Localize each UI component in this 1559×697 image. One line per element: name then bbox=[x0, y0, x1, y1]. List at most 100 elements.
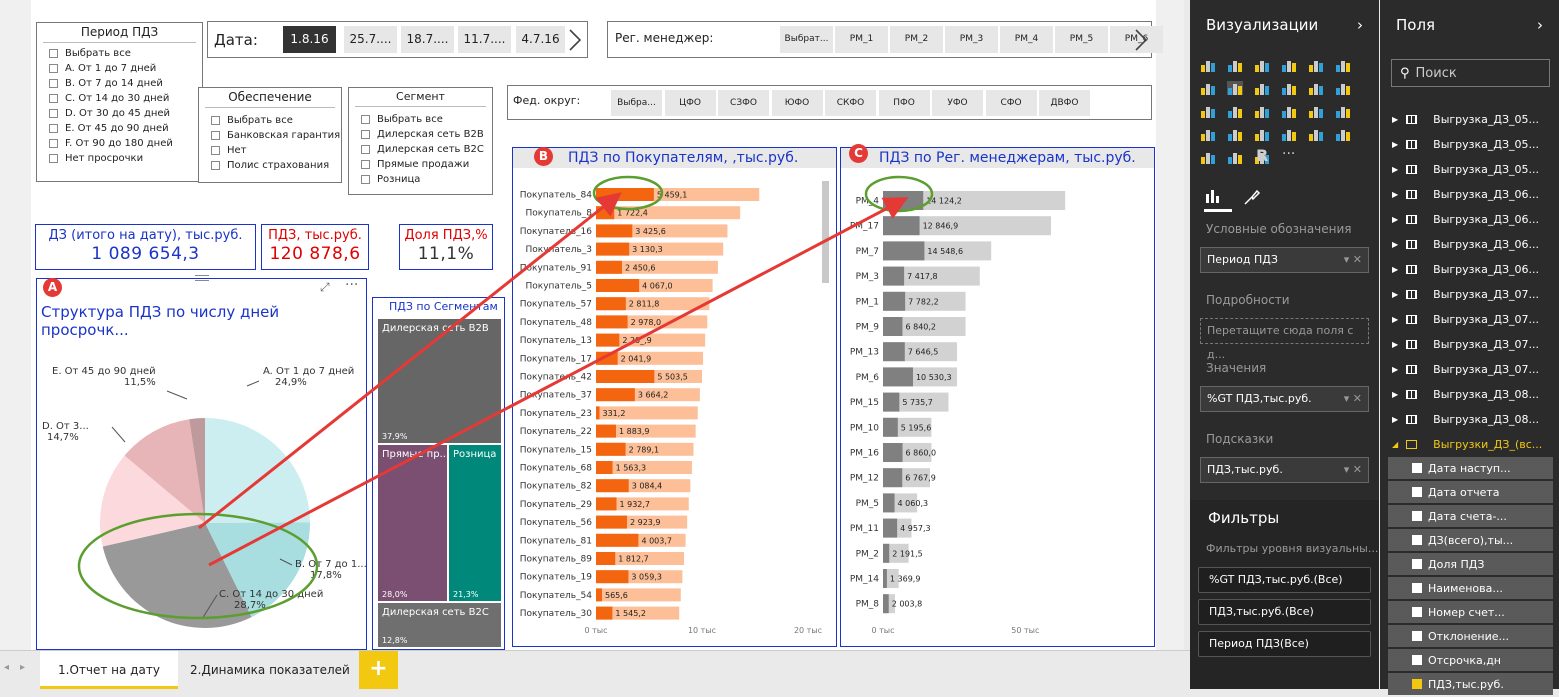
bar-value[interactable] bbox=[883, 468, 903, 488]
visualization-type-icon[interactable] bbox=[1200, 127, 1216, 141]
bar-value[interactable] bbox=[596, 461, 613, 474]
checkbox-icon[interactable] bbox=[361, 145, 370, 154]
filter-card[interactable]: %GT ПДЗ,тыс.руб.(Все) bbox=[1198, 567, 1371, 593]
visualization-type-icon[interactable] bbox=[1335, 58, 1351, 72]
bar-value[interactable] bbox=[596, 388, 635, 402]
tab-report-date[interactable]: 1.Отчет на дату bbox=[40, 651, 178, 689]
expand-arrow-icon[interactable]: ▶ bbox=[1392, 115, 1399, 124]
expand-arrow-icon[interactable]: ▶ bbox=[1392, 215, 1399, 224]
field-column[interactable]: ПДЗ,тыс.руб. bbox=[1388, 673, 1553, 695]
filter-card[interactable]: ПДЗ,тыс.руб.(Все) bbox=[1198, 599, 1371, 625]
expand-arrow-icon[interactable]: ▶ bbox=[1392, 190, 1399, 199]
treemap-tile[interactable]: Прямые пр... 28,0% bbox=[378, 445, 447, 601]
bar-value[interactable] bbox=[883, 417, 898, 437]
checkbox-icon[interactable] bbox=[49, 79, 58, 88]
bar-total[interactable] bbox=[883, 569, 899, 588]
chart-b-scrollbar[interactable] bbox=[822, 181, 829, 283]
manager-option[interactable]: PM_2 bbox=[890, 26, 943, 53]
visualization-type-icon[interactable] bbox=[1335, 104, 1351, 118]
field-table[interactable]: ▶ Выгрузка_ДЗ_06... bbox=[1380, 182, 1559, 207]
period-slicer-item[interactable]: F. От 90 до 180 дней bbox=[37, 136, 202, 151]
period-slicer-item[interactable]: D. От 30 до 45 дней bbox=[37, 106, 202, 121]
expand-arrow-icon[interactable]: ▶ bbox=[1392, 165, 1399, 174]
expand-arrow-icon[interactable]: ▶ bbox=[1392, 315, 1399, 324]
checkbox-icon[interactable] bbox=[49, 64, 58, 73]
bar-value[interactable] bbox=[883, 367, 913, 387]
district-option[interactable]: ДВФО bbox=[1039, 90, 1090, 116]
bar-value[interactable] bbox=[883, 241, 925, 261]
checkbox-icon[interactable] bbox=[49, 139, 58, 148]
field-table[interactable]: ▶ Выгрузка_ДЗ_08... bbox=[1380, 382, 1559, 407]
visualization-type-icon[interactable] bbox=[1281, 58, 1297, 72]
more-options-icon[interactable]: ··· bbox=[345, 277, 359, 293]
checkbox-icon[interactable] bbox=[1412, 535, 1422, 545]
bar-value[interactable] bbox=[596, 479, 629, 493]
expand-arrow-icon[interactable]: ▶ bbox=[1392, 290, 1399, 299]
bar-value[interactable] bbox=[596, 279, 640, 292]
manager-option[interactable]: PM_5 bbox=[1055, 26, 1108, 53]
bar-total[interactable] bbox=[883, 594, 895, 614]
bar-total[interactable] bbox=[596, 588, 681, 602]
bar-value[interactable] bbox=[883, 569, 887, 588]
date-option[interactable]: 18.7.... bbox=[401, 26, 454, 53]
checkbox-icon[interactable] bbox=[49, 124, 58, 133]
visualization-type-icon[interactable] bbox=[1281, 104, 1297, 118]
collapse-arrow-icon[interactable]: ◢ bbox=[1392, 440, 1399, 449]
checkbox-icon[interactable] bbox=[1412, 655, 1422, 665]
visualization-type-icon[interactable] bbox=[1200, 81, 1216, 95]
expand-arrow-icon[interactable]: ▶ bbox=[1392, 415, 1399, 424]
period-slicer-item[interactable]: Нет просрочки bbox=[37, 151, 202, 166]
bar-value[interactable] bbox=[883, 518, 898, 538]
date-option[interactable]: 4.7.16 bbox=[516, 26, 565, 53]
date-option[interactable]: 1.8.16 bbox=[283, 26, 336, 53]
visualization-type-icon[interactable] bbox=[1200, 104, 1216, 118]
checkbox-icon[interactable] bbox=[49, 94, 58, 103]
bar-value[interactable] bbox=[596, 515, 627, 529]
visualization-type-icon[interactable] bbox=[1227, 104, 1243, 118]
field-table[interactable]: ▶ Выгрузка_ДЗ_07... bbox=[1380, 357, 1559, 382]
district-option[interactable]: УФО bbox=[932, 90, 983, 116]
checkbox-icon[interactable] bbox=[211, 116, 220, 125]
period-slicer-item[interactable]: C. От 14 до 30 дней bbox=[37, 91, 202, 106]
r-visual-icon[interactable]: R bbox=[1256, 146, 1269, 165]
district-option[interactable]: ПФО bbox=[878, 90, 930, 116]
values-well[interactable]: %GT ПДЗ,тыс.руб. ▾ ✕ bbox=[1200, 386, 1369, 412]
manager-option[interactable]: PM_3 bbox=[945, 26, 998, 53]
visualization-type-icon[interactable] bbox=[1308, 81, 1324, 95]
chart-b-visual[interactable]: ПДЗ по Покупателям, ,тыс.руб. Покупатель… bbox=[512, 147, 837, 647]
expand-arrow-icon[interactable]: ▶ bbox=[1392, 340, 1399, 349]
field-table[interactable]: ▶ Выгрузка_ДЗ_05... bbox=[1380, 157, 1559, 182]
visualization-type-icon[interactable] bbox=[1254, 81, 1270, 95]
remove-field-icon[interactable]: ▾ ✕ bbox=[1343, 253, 1362, 266]
field-search[interactable]: ⚲ Поиск bbox=[1391, 59, 1550, 87]
tab-prev-icon[interactable]: ◂ bbox=[4, 662, 10, 673]
pie-slice[interactable] bbox=[205, 418, 310, 523]
field-table[interactable]: ▶ Выгрузка_ДЗ_06... bbox=[1380, 257, 1559, 282]
visualization-type-icon[interactable] bbox=[1335, 81, 1351, 95]
checkbox-icon[interactable] bbox=[361, 115, 370, 124]
treemap-tile[interactable]: Розница 21,3% bbox=[449, 445, 501, 601]
expand-arrow-icon[interactable]: ▶ bbox=[1392, 265, 1399, 274]
bar-value[interactable] bbox=[596, 570, 629, 584]
checkbox-icon[interactable] bbox=[1412, 607, 1422, 617]
segment-slicer-item[interactable]: Дилерская сеть B2C bbox=[349, 142, 492, 157]
treemap-visual[interactable]: ПДЗ по Сегментам Дилерская сеть B2B 37,9%… bbox=[372, 297, 505, 650]
checkbox-icon[interactable] bbox=[211, 161, 220, 170]
checkbox-icon[interactable] bbox=[1412, 631, 1422, 641]
bar-value[interactable] bbox=[596, 442, 626, 456]
field-table[interactable]: ▶ Выгрузка_ДЗ_07... bbox=[1380, 282, 1559, 307]
security-slicer-item[interactable]: Выбрать все bbox=[199, 113, 341, 128]
bar-value[interactable] bbox=[596, 188, 654, 201]
district-option[interactable]: Выбра... bbox=[611, 90, 662, 116]
period-slicer-item[interactable]: Выбрать все bbox=[37, 46, 202, 61]
bar-total[interactable] bbox=[883, 266, 980, 286]
bar-value[interactable] bbox=[596, 533, 639, 547]
checkbox-icon[interactable] bbox=[211, 146, 220, 155]
bar-value[interactable] bbox=[883, 594, 889, 614]
bar-value[interactable] bbox=[596, 206, 615, 220]
checkbox-icon[interactable] bbox=[361, 160, 370, 169]
field-column[interactable]: Отсрочка,дн bbox=[1388, 649, 1553, 671]
visualization-type-icon[interactable] bbox=[1227, 58, 1243, 72]
checkbox-icon[interactable] bbox=[211, 131, 220, 140]
chart-c-visual[interactable]: ПДЗ по Рег. менеджерам, тыс.руб. PM_4 14 … bbox=[840, 147, 1155, 647]
